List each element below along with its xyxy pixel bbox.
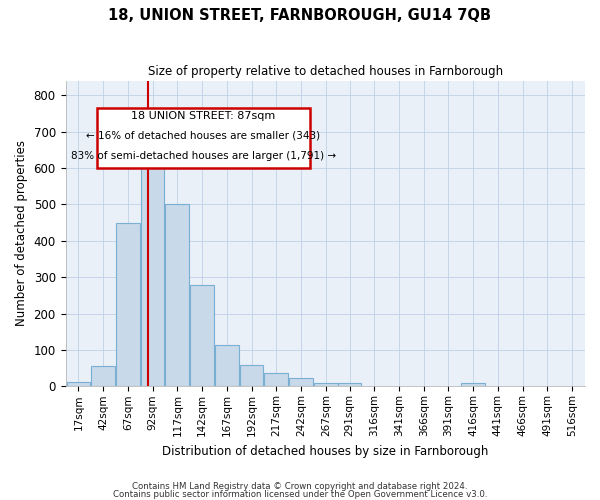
Bar — [265, 373, 288, 386]
X-axis label: Distribution of detached houses by size in Farnborough: Distribution of detached houses by size … — [162, 444, 488, 458]
Bar — [141, 160, 164, 386]
Bar — [166, 204, 189, 386]
Bar — [338, 384, 361, 386]
Bar — [190, 285, 214, 386]
Text: Contains public sector information licensed under the Open Government Licence v3: Contains public sector information licen… — [113, 490, 487, 499]
Text: ← 16% of detached houses are smaller (343): ← 16% of detached houses are smaller (34… — [86, 131, 320, 141]
Bar — [314, 383, 338, 386]
Bar — [461, 384, 485, 386]
Text: Contains HM Land Registry data © Crown copyright and database right 2024.: Contains HM Land Registry data © Crown c… — [132, 482, 468, 491]
Text: 18, UNION STREET, FARNBOROUGH, GU14 7QB: 18, UNION STREET, FARNBOROUGH, GU14 7QB — [109, 8, 491, 22]
FancyBboxPatch shape — [97, 108, 310, 168]
Bar — [239, 364, 263, 386]
Bar — [215, 344, 239, 387]
Y-axis label: Number of detached properties: Number of detached properties — [15, 140, 28, 326]
Bar — [91, 366, 115, 386]
Bar — [116, 222, 140, 386]
Title: Size of property relative to detached houses in Farnborough: Size of property relative to detached ho… — [148, 65, 503, 78]
Bar — [67, 382, 90, 386]
Text: 18 UNION STREET: 87sqm: 18 UNION STREET: 87sqm — [131, 111, 275, 121]
Text: 83% of semi-detached houses are larger (1,791) →: 83% of semi-detached houses are larger (… — [71, 151, 336, 161]
Bar — [289, 378, 313, 386]
